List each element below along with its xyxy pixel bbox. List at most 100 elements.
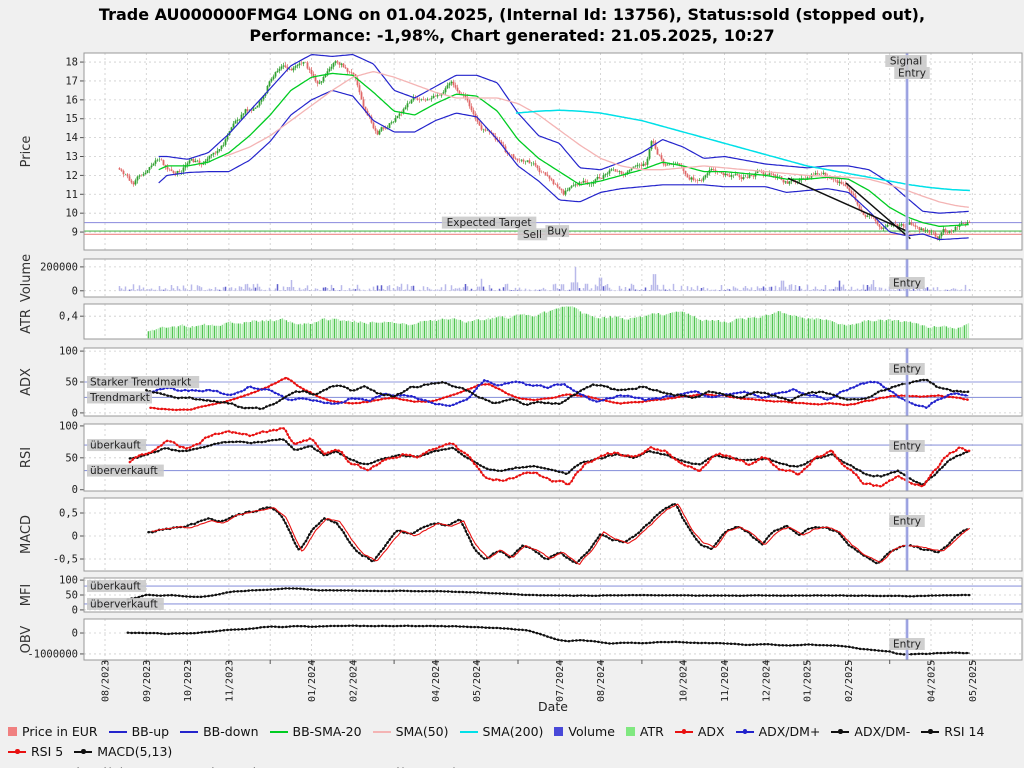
- panel-mfi-series: [84, 585, 1022, 605]
- legend-label: Trend(3,30,60): [366, 765, 458, 768]
- legend-label: ATR: [639, 724, 664, 739]
- y-tick-label: 12: [65, 170, 78, 182]
- legend-label: MACD(5,13): [97, 744, 173, 759]
- y-tick-label: 100: [59, 420, 78, 432]
- panel-rsi-border: [83, 423, 1023, 492]
- panel-adx-border: [83, 347, 1023, 417]
- legend-label: Volume: [568, 724, 615, 739]
- x-tick-label-12-2024: 12/2024: [761, 660, 772, 702]
- legend-marker-square-icon: [554, 727, 564, 736]
- panel-atr-series: [147, 306, 970, 339]
- annotation-label-bg: [889, 440, 925, 452]
- x-tick-label-04-2024: 04/2024: [431, 660, 442, 702]
- series-macdsignal-4: [151, 503, 971, 565]
- legend-marker-square-icon: [625, 727, 635, 736]
- annotation-label-bg: [517, 228, 548, 241]
- chart-legend: Price in EUR BB-up BB-down BB-SMA-20 SMA(50)…: [8, 722, 1018, 768]
- annotation-label-bg: [889, 515, 925, 527]
- panel-volume-series: [118, 263, 971, 291]
- x-tick-label-02-2025: 02/2025: [844, 660, 855, 702]
- series-money-flow-index-markers: [126, 587, 971, 601]
- x-tick-label-07-2024: 07/2024: [555, 660, 566, 702]
- legend-label: BB-SMA-20: [292, 724, 362, 739]
- panel-atr-gridlines: [84, 304, 1022, 339]
- panel-mfi-border: [83, 577, 1023, 613]
- annotation-label-bg: [87, 597, 164, 610]
- legend-label: BB-up: [131, 724, 170, 739]
- legend-marker-line-icon: [372, 730, 391, 733]
- x-tick-label-08-2024: 08/2024: [596, 660, 607, 702]
- annotation-label-bg: [87, 464, 164, 477]
- legend-marker-line-icon: [180, 730, 199, 733]
- annotation-label-bg: [87, 580, 147, 593]
- legend-marker-square-icon: [8, 727, 17, 736]
- legend-label: OBV: [305, 765, 332, 768]
- panel-obv-background: [84, 619, 1022, 660]
- x-tick-label-09-2023: 09/2023: [142, 660, 153, 702]
- legend-marker-line-icon: [269, 730, 288, 733]
- annotation-label-bg: [545, 225, 570, 238]
- y-tick-label: 0,4: [59, 311, 78, 323]
- legend-item-adx: ADX: [674, 722, 725, 741]
- legend-item-rsi-14: RSI 14: [921, 722, 984, 741]
- series-atr-bars-mid: [149, 306, 968, 339]
- legend-item-rsi-5: RSI 5: [8, 742, 63, 761]
- legend-item-adx-dm: ADX/DM-: [831, 722, 910, 741]
- panel-adx-series: [84, 376, 1022, 412]
- series-bb-down: [158, 89, 969, 241]
- y-tick-label: -0,5: [53, 553, 78, 565]
- legend-label: Money Flow Index: [159, 765, 271, 768]
- series-trend-line: [787, 177, 910, 233]
- annotation-label-sell: Sell: [523, 229, 542, 241]
- axis-label-atr: ATR: [19, 309, 34, 334]
- x-tick-label-10-2023: 10/2023: [183, 660, 194, 702]
- annotation-label-berverkauft: überverkauft: [90, 465, 158, 477]
- x-axis-title: Date: [538, 699, 568, 714]
- legend-item-bb-up: BB-up: [108, 722, 170, 741]
- legend-marker-line-dot-icon: [831, 729, 850, 734]
- annotation-label-bg: [889, 363, 925, 375]
- x-tick-label-11-2023: 11/2023: [224, 660, 235, 702]
- legend-marker-dot-icon: [742, 729, 748, 734]
- axis-label-macd: MACD: [19, 515, 34, 554]
- legend-label: Price in EUR: [22, 724, 98, 739]
- annotation-label-signal: Signal: [890, 56, 922, 68]
- legend-item-sma-200: SMA(200): [459, 722, 543, 741]
- legend-marker-line-dot-icon: [674, 729, 693, 734]
- y-tick-label: 17: [65, 75, 78, 87]
- axis-label-obv: OBV: [19, 626, 34, 654]
- annotation-label-berkauft: überkauft: [90, 440, 141, 452]
- annotation-label-bg: [87, 439, 147, 452]
- annotation-label-bg: [441, 216, 537, 229]
- panel-obv-gridlines: [84, 619, 1022, 660]
- annotation-label-bg: [889, 277, 925, 289]
- annotation-label-bg: [885, 55, 927, 67]
- series-sma-50: [224, 71, 969, 208]
- panel-volume-border: [83, 258, 1023, 298]
- y-tick-label: 15: [65, 113, 78, 125]
- chart-title-line2: Performance: -1,98%, Chart generated: 21…: [249, 26, 775, 45]
- legend-item-money-flow-index: Money Flow Index: [136, 763, 271, 768]
- panel-mfi: 0 50 100 MFI überkauft überverkauft: [19, 575, 1023, 616]
- x-tick-label-01-2024: 01/2024: [307, 660, 318, 702]
- series-sma-200: [515, 109, 970, 192]
- legend-marker-dot-icon: [81, 749, 86, 754]
- series-volume-bars: [118, 263, 971, 291]
- legend-item-macdsignal-4: MACDSignal(4): [8, 763, 125, 768]
- y-tick-label: 9: [72, 227, 78, 239]
- annotation-label-starker-trendmarkt: Starker Trendmarkt: [90, 377, 191, 389]
- annotation-label-bg: [894, 67, 930, 79]
- y-tick-label: 0,5: [59, 507, 78, 519]
- x-tick-label-11-2024: 11/2024: [720, 660, 731, 702]
- y-tick-label: 10: [65, 208, 78, 220]
- panel-obv-border: [83, 618, 1023, 661]
- annotation-label-berverkauft: überverkauft: [90, 599, 158, 611]
- axis-label-rsi: RSI: [19, 447, 34, 468]
- panel-volume: 0 200000 Volume Entry: [19, 254, 1023, 302]
- panel-price-border: [83, 52, 1023, 251]
- panel-volume-background: [84, 259, 1022, 297]
- panel-price-gridlines: [84, 53, 1022, 250]
